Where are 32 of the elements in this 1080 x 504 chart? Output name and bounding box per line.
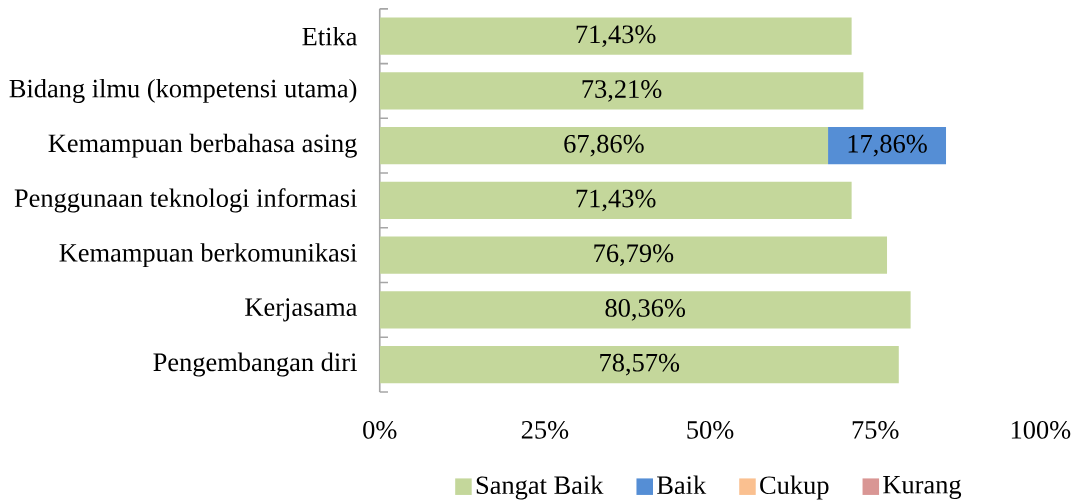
y-tick-label: Etika — [302, 26, 358, 46]
x-tick-label: 75% — [852, 420, 899, 439]
bar — [828, 126, 947, 165]
x-tick-label: 50% — [687, 420, 734, 439]
bar — [379, 181, 852, 219]
y-tick-label: Kemampuan berkomunikasi — [59, 242, 357, 267]
y-tick-label: Bidang ilmu (kompetensi utama) — [9, 78, 357, 103]
x-tick-label: 25% — [521, 420, 569, 439]
legend-label: Cukup — [760, 475, 829, 500]
bar — [379, 291, 911, 329]
data-label: 71,43% — [576, 25, 656, 47]
bar — [379, 126, 829, 165]
y-tick-label: Penggunaan teknologi informasi — [14, 188, 357, 213]
legend-label: Sangat Baik — [476, 475, 604, 500]
bar — [379, 17, 852, 55]
data-label: 67,86% — [564, 134, 644, 157]
bar — [379, 345, 899, 383]
data-label: 73,21% — [582, 79, 662, 102]
y-tick-label: Kemampuan berbahasa asing — [48, 133, 357, 158]
data-label: 78,57% — [600, 353, 680, 376]
legend-label: Baik — [657, 475, 707, 494]
x-tick-label: 0% — [363, 420, 397, 439]
y-tick-label: Kerjasama — [245, 298, 358, 322]
bar — [379, 236, 888, 274]
legend-label: Kurang — [883, 475, 962, 499]
data-label: 71,43% — [576, 189, 656, 211]
x-tick-label: 100% — [1011, 420, 1071, 439]
data-label: 17,86% — [848, 134, 927, 157]
data-label: 80,36% — [605, 298, 686, 321]
y-tick-label: Pengembangan diri — [153, 352, 357, 377]
data-label: 76,79% — [594, 244, 674, 266]
bar — [379, 72, 864, 110]
